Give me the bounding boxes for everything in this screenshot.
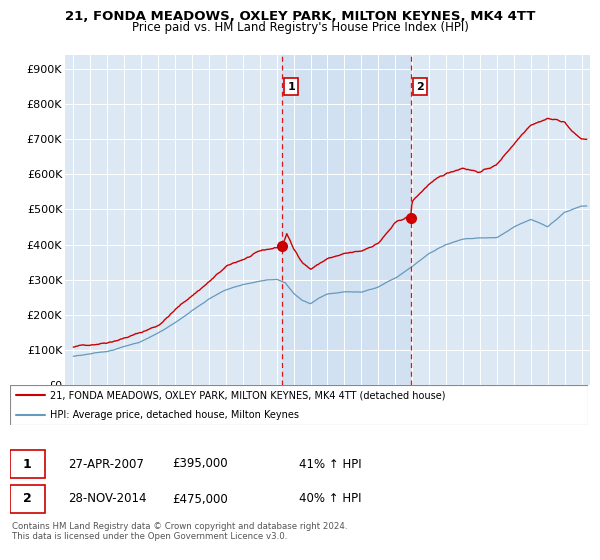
Text: 1: 1 <box>287 82 295 92</box>
Text: 21, FONDA MEADOWS, OXLEY PARK, MILTON KEYNES, MK4 4TT (detached house): 21, FONDA MEADOWS, OXLEY PARK, MILTON KE… <box>50 390 446 400</box>
Bar <box>282 55 411 385</box>
Text: 1: 1 <box>23 458 32 470</box>
Text: HPI: Average price, detached house, Milton Keynes: HPI: Average price, detached house, Milt… <box>50 410 299 420</box>
Text: 40% ↑ HPI: 40% ↑ HPI <box>299 492 361 506</box>
Bar <box>10 450 44 478</box>
Text: Price paid vs. HM Land Registry's House Price Index (HPI): Price paid vs. HM Land Registry's House … <box>131 21 469 34</box>
Text: 27-APR-2007: 27-APR-2007 <box>68 458 143 470</box>
Text: £395,000: £395,000 <box>172 458 227 470</box>
Text: Contains HM Land Registry data © Crown copyright and database right 2024.
This d: Contains HM Land Registry data © Crown c… <box>12 522 347 542</box>
Text: 21, FONDA MEADOWS, OXLEY PARK, MILTON KEYNES, MK4 4TT: 21, FONDA MEADOWS, OXLEY PARK, MILTON KE… <box>65 10 535 23</box>
Text: 2: 2 <box>23 492 32 506</box>
Text: 28-NOV-2014: 28-NOV-2014 <box>68 492 146 506</box>
Text: 41% ↑ HPI: 41% ↑ HPI <box>299 458 362 470</box>
Text: £475,000: £475,000 <box>172 492 227 506</box>
Bar <box>10 484 44 514</box>
Text: 2: 2 <box>416 82 424 92</box>
